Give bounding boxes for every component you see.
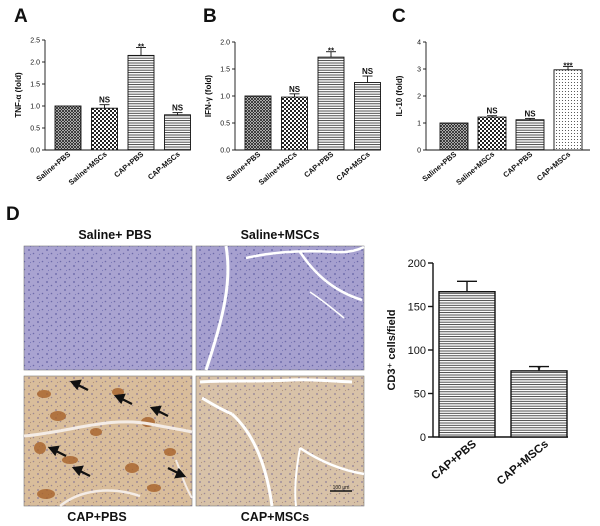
bar	[553, 69, 583, 151]
y-axis-label: IL-10 (fold)	[395, 75, 404, 116]
category-label: Saline+PBS	[224, 150, 262, 184]
category-label: CAP+PBS	[501, 150, 534, 180]
bar	[91, 107, 118, 151]
y-tick-label: 0.5	[220, 121, 230, 128]
y-tick-label: 0.0	[30, 148, 40, 155]
micrograph-label-cap-mscs: CAP+MSCs	[241, 510, 309, 524]
y-tick-label: 1.5	[30, 82, 40, 89]
micrograph-label-cap-pbs: CAP+PBS	[67, 510, 126, 524]
significance-label: *	[537, 366, 541, 375]
bar	[317, 56, 345, 151]
panel-letter-d: D	[6, 204, 20, 225]
category-label: CAP+MSCs	[535, 150, 572, 183]
y-tick-label: 2.0	[220, 40, 230, 47]
category-label: CAP-MSCs	[146, 150, 182, 182]
chart-c: 0 1 2 3 4 IL-10 (fold) Saline+PBS NS Saline+MSCs…	[395, 40, 590, 187]
micrograph-label-saline-mscs: Saline+MSCs	[241, 228, 320, 242]
bar	[477, 116, 507, 151]
y-tick-label: 100	[408, 345, 426, 357]
panel-d: D Saline+ PBS Saline+MSCs CAP+PBS CAP+MS…	[6, 204, 568, 524]
significance-label: NS	[99, 96, 111, 105]
significance-label: NS	[486, 107, 498, 116]
category-label: CAP+PBS	[302, 150, 335, 180]
category-label: CAP+PBS	[112, 150, 145, 180]
category-label: CAP+PBS	[429, 438, 479, 483]
micrograph-cap-mscs: 100 μm	[195, 375, 365, 507]
category-label: Saline+MSCs	[67, 150, 109, 187]
y-tick-label: 1	[417, 121, 421, 128]
category-label: Saline+MSCs	[257, 150, 299, 187]
bar	[164, 114, 191, 151]
bar	[244, 95, 272, 151]
bar	[438, 291, 496, 438]
y-axis-label: TNF-α (fold)	[14, 72, 23, 118]
bar	[127, 54, 155, 151]
y-tick-label: 1.0	[220, 94, 230, 101]
bar	[515, 119, 545, 151]
y-tick-label: 2.5	[30, 38, 40, 45]
panel-a: A 0.0 0.5 1.0 1.5 2.0 2.5 TNF-α (fold) Saline+P…	[14, 6, 191, 187]
panel-letter-c: C	[392, 6, 406, 27]
micrograph-saline-mscs	[195, 245, 365, 371]
panel-letter-a: A	[14, 6, 28, 27]
y-tick-label: 0	[417, 148, 421, 155]
y-axis-label: IFN-γ (fold)	[204, 75, 213, 118]
bar	[281, 96, 308, 151]
significance-label: NS	[524, 109, 536, 118]
significance-label: NS	[172, 104, 184, 113]
y-axis-label: CD3⁺ cells/field	[386, 309, 398, 390]
category-label: CAP+MSCs	[335, 150, 372, 183]
y-tick-label: 0	[420, 432, 426, 444]
bar	[54, 105, 82, 151]
y-tick-label: 0.0	[220, 148, 230, 155]
panel-b: B 0.0 0.5 1.0 1.5 2.0 IFN-γ (fold) Saline+PBS N…	[203, 6, 381, 187]
significance-label: **	[138, 42, 145, 51]
y-tick-label: 0.5	[30, 126, 40, 133]
significance-label: NS	[362, 67, 374, 76]
panel-c: C 0 1 2 3 4 IL-10 (fold) Saline+PBS NS Saline+MS…	[392, 6, 590, 187]
significance-label: NS	[289, 85, 301, 94]
bar	[439, 122, 469, 151]
significance-label: ***	[563, 62, 573, 71]
y-tick-label: 2.0	[30, 60, 40, 67]
chart-b: 0.0 0.5 1.0 1.5 2.0 IFN-γ (fold) Saline+PBS NS S…	[204, 40, 381, 187]
y-tick-label: 50	[414, 389, 426, 401]
chart-a: 0.0 0.5 1.0 1.5 2.0 2.5 TNF-α (fold) Saline+PBS…	[14, 38, 191, 187]
category-label: Saline+PBS	[34, 150, 72, 184]
chart-d: 0 50 100 150 200 CD3⁺ cells/field CAP+PBS * CAP+…	[386, 258, 568, 488]
significance-label: **	[328, 47, 335, 56]
category-label: Saline+PBS	[420, 150, 458, 184]
micrograph-label-saline-pbs: Saline+ PBS	[78, 228, 151, 242]
y-tick-label: 150	[408, 302, 426, 314]
y-tick-label: 3	[417, 67, 421, 74]
y-tick-label: 2	[417, 94, 421, 101]
category-label: Saline+MSCs	[454, 150, 496, 187]
category-label: CAP+MSCs	[495, 438, 551, 488]
y-tick-label: 200	[408, 258, 426, 270]
bar	[510, 370, 568, 438]
micrograph-cap-pbs	[23, 375, 193, 507]
y-tick-label: 1.5	[220, 67, 230, 74]
bar	[354, 82, 381, 151]
y-tick-label: 4	[417, 40, 421, 47]
micrograph-saline-pbs	[23, 245, 193, 371]
y-tick-label: 1.0	[30, 104, 40, 111]
panel-letter-b: B	[203, 6, 217, 27]
scale-bar-label: 100 μm	[333, 485, 350, 491]
